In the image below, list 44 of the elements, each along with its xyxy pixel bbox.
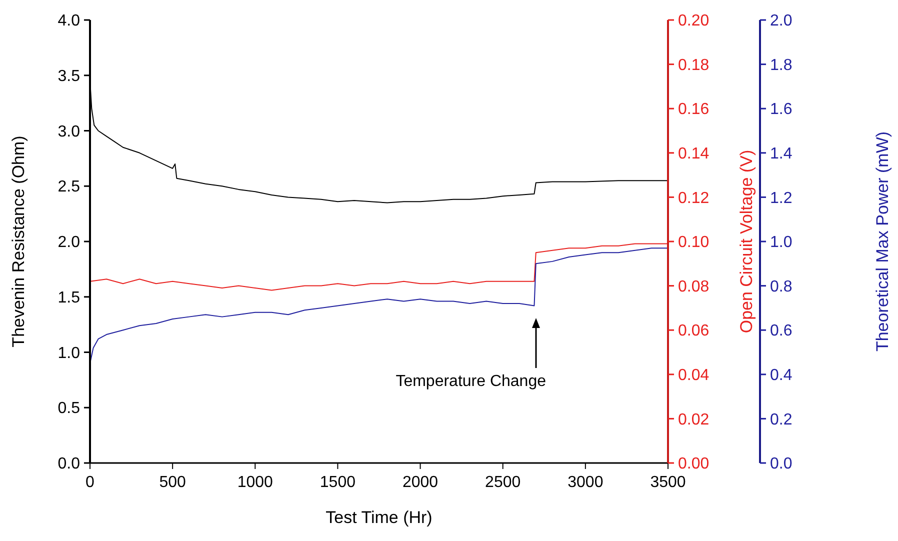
y-tick-label: 0.0 (58, 456, 80, 473)
y3-tick-label: 2.0 (770, 12, 792, 30)
y2-tick-label: 0.14 (678, 146, 710, 162)
y3-axis-title: Theoretical Max Power (mW) (873, 131, 892, 352)
y-tick-label: 1.0 (58, 344, 80, 362)
y2-tick-label: 0.10 (678, 234, 710, 252)
y2-tick-label: 0.08 (678, 278, 710, 296)
x-tick-label: 1500 (320, 474, 356, 491)
y-tick-label: 1.5 (58, 289, 80, 306)
y-axis-title: Thevenin Resistance (Ohm) (9, 136, 28, 348)
y-tick-label: 3.5 (58, 68, 80, 85)
x-axis-title: Test Time (Hr) (326, 508, 432, 527)
y3-tick-label: 0.8 (770, 278, 792, 296)
y2-tick-label: 0.00 (678, 456, 710, 473)
y2-tick-label: 0.04 (678, 367, 710, 384)
y3-tick-label: 1.8 (770, 56, 792, 74)
x-tick-label: 500 (159, 474, 186, 491)
x-tick-label: 1000 (237, 474, 274, 491)
x-tick-label: 3500 (650, 474, 686, 491)
y2-tick-label: 0.02 (678, 411, 710, 428)
y2-tick-label: 0.16 (678, 101, 710, 118)
x-tick-label: 2500 (485, 474, 521, 491)
y3-tick-label: 0.6 (770, 322, 792, 340)
y-tick-label: 3.0 (58, 123, 80, 140)
y3-tick-label: 1.4 (770, 146, 792, 162)
y2-tick-label: 0.18 (678, 56, 710, 74)
y3-tick-label: 0.2 (770, 411, 792, 428)
y-tick-label: 0.5 (58, 400, 80, 418)
y3-tick-label: 0.4 (770, 367, 792, 384)
x-tick-label: 3000 (568, 474, 604, 491)
y3-tick-label: 1.0 (770, 234, 792, 252)
x-tick-label: 2000 (402, 474, 438, 491)
y-tick-label: 2.0 (58, 234, 80, 252)
x-tick-label: 0 (86, 474, 95, 491)
y2-tick-label: 0.20 (678, 12, 710, 30)
y3-tick-label: 0.0 (770, 456, 792, 473)
y3-tick-label: 1.2 (770, 190, 792, 207)
y-tick-label: 2.5 (58, 178, 80, 196)
y3-tick-label: 1.6 (770, 101, 792, 118)
y2-tick-label: 0.06 (678, 322, 710, 340)
y-tick-label: 4.0 (58, 12, 80, 30)
y2-tick-label: 0.12 (678, 190, 710, 207)
y2-axis-title: Open Circuit Voltage (V) (737, 150, 756, 334)
annotation: Temperature Change (396, 373, 546, 390)
